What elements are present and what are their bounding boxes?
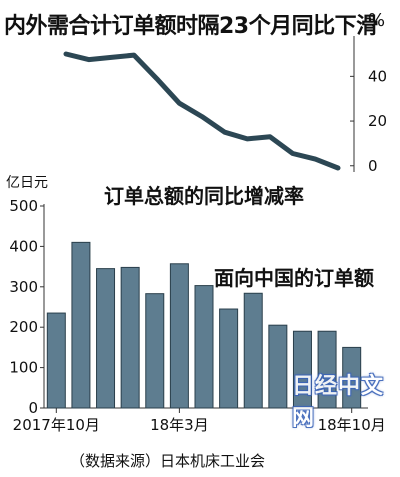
line-y-tick-label: 40 <box>368 67 387 85</box>
line-y-tick-label: 0 <box>368 157 378 175</box>
bar-x-tick-label: 18年10月 <box>318 416 386 434</box>
bar-2018-01 <box>120 266 140 409</box>
bar-unit-label: 亿日元 <box>6 175 48 191</box>
line-series <box>63 51 341 171</box>
line-y-tick-label: 20 <box>368 112 387 130</box>
source-note: （数据来源）日本机床工业会 <box>70 452 266 470</box>
line-unit-label: % <box>368 10 386 31</box>
bar-2018-07 <box>268 324 288 409</box>
bar-2017-11 <box>71 241 91 409</box>
chart-title: 内外需合计订单额时隔23个月同比下滑 <box>4 14 378 39</box>
bar-2018-05 <box>219 308 239 409</box>
bar-2018-04 <box>194 285 214 409</box>
bar-2017-10 <box>46 312 66 409</box>
bar-y-tick-label: 500 <box>9 197 38 215</box>
bar-2018-02 <box>145 293 165 409</box>
bar-y-tick-label: 0 <box>28 399 38 417</box>
bar-2017-12 <box>96 268 116 409</box>
bar-series-label: 面向中国的订单额 <box>214 266 374 290</box>
watermark-logo: 日经中文网 <box>292 374 385 431</box>
bar-y-tick-label: 200 <box>9 318 38 336</box>
bar-x-tick-label: 2017年10月 <box>13 416 100 434</box>
line-series-label: 订单总额的同比增减率 <box>104 184 304 208</box>
bar-x-tick-label: 18年3月 <box>150 416 209 434</box>
bar-2018-09 <box>317 330 337 409</box>
bar-y-tick-label: 300 <box>9 278 38 296</box>
bar-2018-08 <box>292 330 312 409</box>
bar-y-tick-label: 100 <box>9 359 38 377</box>
bar-2018-03 <box>169 263 189 409</box>
bar-2018-06 <box>243 292 263 409</box>
bar-y-tick-label: 400 <box>9 237 38 255</box>
